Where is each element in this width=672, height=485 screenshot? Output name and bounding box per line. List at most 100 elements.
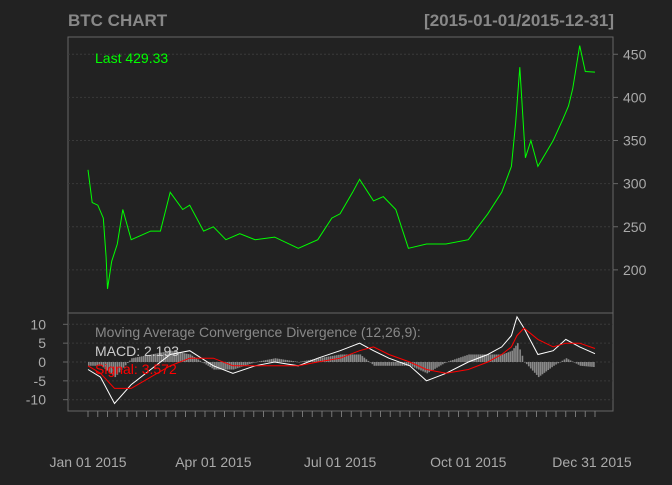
macd-histogram-bar <box>525 362 528 365</box>
macd-histogram-bar <box>577 362 580 365</box>
macd-histogram-bar <box>257 361 259 363</box>
macd-histogram-bar <box>466 355 468 362</box>
macd-histogram-bar <box>543 362 546 373</box>
macd-histogram-bar <box>413 362 416 368</box>
macd-histogram-bar <box>327 356 330 362</box>
macd-histogram-bar <box>521 355 524 362</box>
price-y-tick-label: 400 <box>623 89 647 105</box>
macd-histogram-bar <box>445 362 448 363</box>
macd-histogram-bar <box>108 362 111 373</box>
macd-histogram-bar <box>300 361 302 363</box>
macd-histogram-bar <box>527 362 530 367</box>
macd-histogram-bar <box>462 356 464 362</box>
macd-histogram-bar <box>428 362 431 373</box>
macd-histogram-bar <box>321 357 324 362</box>
macd-histogram-bar <box>223 362 225 370</box>
macd-histogram-bar <box>447 361 450 362</box>
macd-histogram-bar <box>591 362 593 367</box>
macd-histogram-bar <box>351 354 354 362</box>
macd-histogram-bar <box>399 362 401 366</box>
macd-histogram-bar <box>259 361 261 362</box>
macd-histogram-bar <box>349 354 352 362</box>
macd-histogram-bar <box>286 360 289 362</box>
x-axis-label: Jan 01 2015 <box>49 454 126 470</box>
macd-histogram-bar <box>162 352 164 362</box>
macd-histogram-bar <box>458 357 460 362</box>
macd-histogram-bar <box>377 362 379 366</box>
macd-histogram-bar <box>515 345 517 362</box>
macd-histogram-bar <box>537 362 540 378</box>
macd-histogram-bar <box>495 354 498 362</box>
macd-histogram-bar <box>266 359 269 362</box>
macd-histogram-bar <box>288 360 291 362</box>
macd-histogram-bar <box>225 362 227 370</box>
macd-histogram-bar <box>168 351 170 362</box>
price-y-tick-label: 450 <box>623 46 647 62</box>
macd-histogram-bar <box>177 352 180 362</box>
macd-histogram-bar <box>355 354 358 362</box>
macd-title: Moving Average Convergence Divergence (1… <box>95 324 421 340</box>
macd-histogram-bar <box>472 354 474 362</box>
macd-histogram-bar <box>342 354 344 362</box>
macd-histogram-bar <box>401 362 403 366</box>
macd-histogram-bar <box>361 356 364 362</box>
macd-histogram-bar <box>583 362 586 367</box>
macd-histogram-bar <box>197 359 200 362</box>
price-y-axis: 200 250 300 350 400 450 <box>613 46 647 278</box>
macd-histogram-bar <box>292 361 295 362</box>
macd-histogram-bar <box>179 352 182 362</box>
macd-histogram-bar <box>133 357 135 362</box>
macd-histogram-bar <box>438 362 440 367</box>
macd-histogram-bar <box>432 362 434 370</box>
macd-histogram-bar <box>559 362 562 363</box>
macd-histogram-bar <box>114 362 117 378</box>
macd-histogram-bar <box>481 354 484 362</box>
macd-histogram-bar <box>589 362 591 367</box>
macd-histogram-bar <box>102 362 105 368</box>
macd-histogram-bar <box>388 362 391 366</box>
macd-histogram-bar <box>140 356 143 362</box>
macd-histogram-bar <box>238 362 241 368</box>
macd-histogram-bar <box>221 362 223 370</box>
macd-histogram-bar <box>519 349 521 362</box>
macd-histogram-bar <box>371 362 374 365</box>
macd-y-tick-label: 10 <box>30 316 46 332</box>
macd-histogram-bar <box>420 362 422 371</box>
macd-histogram-bar <box>531 362 534 371</box>
macd-histogram-bar <box>367 360 370 362</box>
macd-histogram-bar <box>456 358 458 362</box>
macd-histogram-bar <box>280 359 283 362</box>
macd-y-tick-label: 5 <box>38 335 46 351</box>
x-axis-label: Dec 31 2015 <box>552 454 632 470</box>
macd-histogram-bar <box>274 358 277 362</box>
macd-histogram-bar <box>553 362 555 366</box>
macd-histogram-bar <box>205 362 208 365</box>
macd-histogram-bar <box>296 361 298 363</box>
macd-histogram-bar <box>282 359 285 362</box>
macd-histogram-bar <box>187 354 190 362</box>
macd-histogram-bar <box>450 360 452 362</box>
macd-histogram-bar <box>442 362 444 365</box>
macd-histogram-bar <box>541 362 544 375</box>
macd-histogram-bar <box>176 351 178 362</box>
macd-histogram-bar <box>345 354 348 362</box>
macd-histogram-bar <box>302 361 304 362</box>
macd-histogram-bar <box>270 358 273 362</box>
macd-histogram-bar <box>464 355 466 362</box>
macd-histogram-bar <box>535 362 538 375</box>
macd-histogram-bar <box>104 362 107 369</box>
macd-histogram-bar <box>172 351 174 362</box>
x-axis-label: Oct 01 2015 <box>430 454 506 470</box>
macd-histogram-bar <box>575 362 578 364</box>
macd-histogram-bar <box>315 358 318 362</box>
macd-histogram-bar <box>369 362 372 363</box>
macd-histogram-bar <box>379 362 381 366</box>
macd-histogram-bar <box>501 354 504 362</box>
chart-title: BTC CHART <box>68 11 168 30</box>
macd-histogram-bar <box>547 362 550 371</box>
macd-histogram-bar <box>183 353 186 362</box>
macd-histogram-bar <box>185 353 188 362</box>
signal-series-line <box>87 327 596 389</box>
x-minor-ticks <box>87 411 596 417</box>
macd-value-label: MACD: 2.193 <box>95 343 179 359</box>
